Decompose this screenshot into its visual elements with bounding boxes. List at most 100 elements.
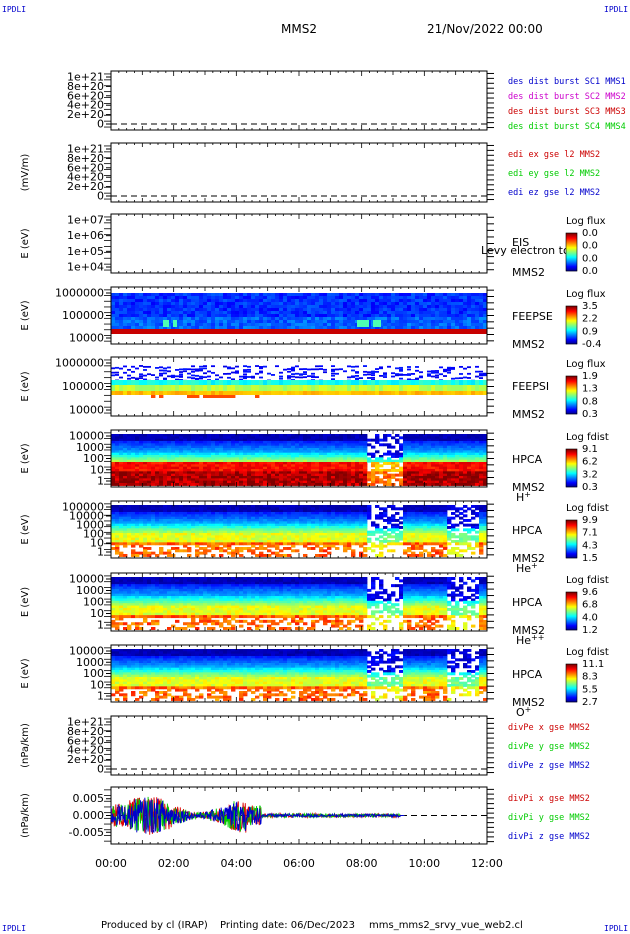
y-tick-label: 1000	[76, 656, 104, 669]
spectrogram-feeps_i	[111, 365, 487, 398]
y-tick-label: 4e+20	[67, 99, 104, 112]
colorbar-tick-label: 1.9	[582, 371, 598, 382]
y-tick-label: 1000000	[55, 287, 104, 300]
colorbar	[565, 591, 578, 631]
y-axis-label: (nPa/km)	[20, 793, 31, 838]
species-label: He++	[516, 633, 544, 648]
y-tick-label: 100	[83, 596, 104, 609]
y-tick-label: 2e+20	[67, 108, 104, 121]
panel-divpi: 0.005 0.000 -0.005 (nPa/km) divPi x gse MMS2…	[20, 786, 590, 845]
colorbar-tick-label: 9.1	[582, 444, 598, 455]
legend-entry: divPe z gse MMS2	[508, 761, 590, 771]
corner-label-tr: IPDLI	[604, 5, 629, 14]
footer-producer: Produced by cl (IRAP)	[101, 920, 208, 931]
colorbar	[565, 305, 578, 345]
legend-entry: des dist burst SC2 MMS2	[508, 92, 626, 102]
x-tick-label: 10:00	[408, 857, 440, 870]
y-tick-label: 10000	[69, 430, 104, 443]
spectrogram-hpca_o	[111, 649, 487, 701]
spectrogram-hpca_h	[111, 434, 487, 486]
colorbar-tick-label: 0.0	[582, 253, 598, 264]
y-axis-label: E (eV)	[20, 587, 31, 617]
colorbar-tick-label: 9.9	[582, 515, 598, 526]
colorbar-tick-label: 2.2	[582, 314, 598, 325]
legend-entry: edi ex gse l2 MMS2	[508, 150, 600, 160]
spacecraft-label: MMS2	[512, 266, 545, 279]
colorbar-title: Log fdist	[566, 575, 609, 586]
x-tick-label: 08:00	[346, 857, 378, 870]
colorbar-tick-label: 1.3	[582, 384, 598, 395]
colorbar-tick-label: 0.0	[582, 266, 598, 277]
y-tick-label: 10000	[69, 332, 104, 345]
legend-entry: edi ez gse l2 MMS2	[508, 188, 600, 198]
y-axis-label: E (eV)	[20, 658, 31, 688]
x-tick-label: 12:00	[471, 857, 503, 870]
y-axis-label: E (eV)	[20, 371, 31, 401]
y-axis-label: E (eV)	[20, 228, 31, 258]
y-tick-label: -0.005	[69, 826, 104, 839]
series-line	[110, 797, 405, 834]
y-axis-label: (mV/m)	[20, 154, 31, 192]
y-tick-label: 10000	[69, 510, 104, 523]
colorbar-tick-label: 4.3	[582, 540, 598, 551]
y-axis-label: E (eV)	[20, 514, 31, 544]
colorbar-tick-label: 3.5	[582, 301, 598, 312]
instrument-label: HPCA	[512, 453, 543, 466]
colorbar-title: Log flux	[566, 216, 606, 227]
colorbar-tick-label: 0.0	[582, 228, 598, 239]
y-tick-label: 1000000	[55, 357, 104, 370]
colorbar-tick-label: 0.9	[582, 326, 598, 337]
y-tick-label: 0	[97, 190, 104, 203]
y-tick-label: 8e+20	[67, 725, 104, 738]
legend-entry: divPi x gse MMS2	[508, 794, 590, 804]
legend-entry: divPe y gse MMS2	[508, 742, 590, 752]
x-axis: 00:00 02:00 04:00 06:00 08:00 10:00 12:00	[95, 857, 503, 870]
legend-entry: divPi z gse MMS2	[508, 832, 590, 842]
y-tick-label: 1e+04	[67, 261, 104, 274]
y-tick-label: 1000	[76, 519, 104, 532]
colorbar	[565, 232, 578, 272]
y-tick-label: 1	[97, 619, 104, 632]
overlay-label: Levy electron to	[481, 244, 570, 257]
spacecraft-label: MMS2	[512, 481, 545, 494]
y-tick-label: 10	[90, 537, 104, 550]
colorbar-tick-label: 0.3	[582, 409, 598, 420]
y-tick-label: 6e+20	[67, 734, 104, 747]
spectrogram-hpca_he	[111, 505, 487, 557]
y-tick-label: 2e+20	[67, 180, 104, 193]
instrument-label: HPCA	[512, 524, 543, 537]
legend-entry: des dist burst SC1 MMS1	[508, 77, 626, 87]
colorbar-tick-label: 0.8	[582, 396, 598, 407]
x-tick-label: 02:00	[158, 857, 190, 870]
y-tick-label: 10000	[69, 573, 104, 586]
colorbar-title: Log fdist	[566, 647, 609, 658]
footer-filename: mms_mms2_srvy_vue_web2.cl	[369, 920, 523, 931]
y-tick-label: 1e+07	[67, 214, 104, 227]
legend-entry: edi ey gse l2 MMS2	[508, 169, 600, 179]
y-tick-label: 1000	[76, 584, 104, 597]
species-label: He+	[516, 561, 538, 576]
colorbar-tick-label: 1.5	[582, 553, 598, 564]
y-tick-label: 100000	[62, 501, 104, 514]
footer-printing-date: Printing date: 06/Dec/2023	[220, 920, 356, 931]
colorbar-title: Log flux	[566, 359, 606, 370]
panel-feeps_e: 1000000 100000 10000 E (eV) FEEPSE MMS2 Log fl…	[20, 286, 606, 351]
colorbar-title: Log fdist	[566, 503, 609, 514]
spacecraft-label: MMS2	[512, 338, 545, 351]
corner-label-tl: IPDLI	[2, 5, 27, 14]
colorbar-tick-label: 11.1	[582, 659, 604, 670]
corner-label-br: IPDLI	[604, 924, 629, 933]
colorbar-tick-label: 4.0	[582, 612, 598, 623]
y-tick-label: 2e+20	[67, 753, 104, 766]
panel-eis: 1e+07 1e+06 1e+05 1e+04 E (eV) EIS MMS2 Levy el…	[20, 213, 606, 279]
y-tick-label: 1	[97, 546, 104, 559]
y-tick-label: 1	[97, 475, 104, 488]
species-label: H+	[516, 490, 531, 505]
instrument-label: HPCA	[512, 596, 543, 609]
y-tick-label: 1e+21	[67, 71, 104, 84]
x-tick-label: 00:00	[95, 857, 127, 870]
spacecraft-label: MMS2	[512, 624, 545, 637]
